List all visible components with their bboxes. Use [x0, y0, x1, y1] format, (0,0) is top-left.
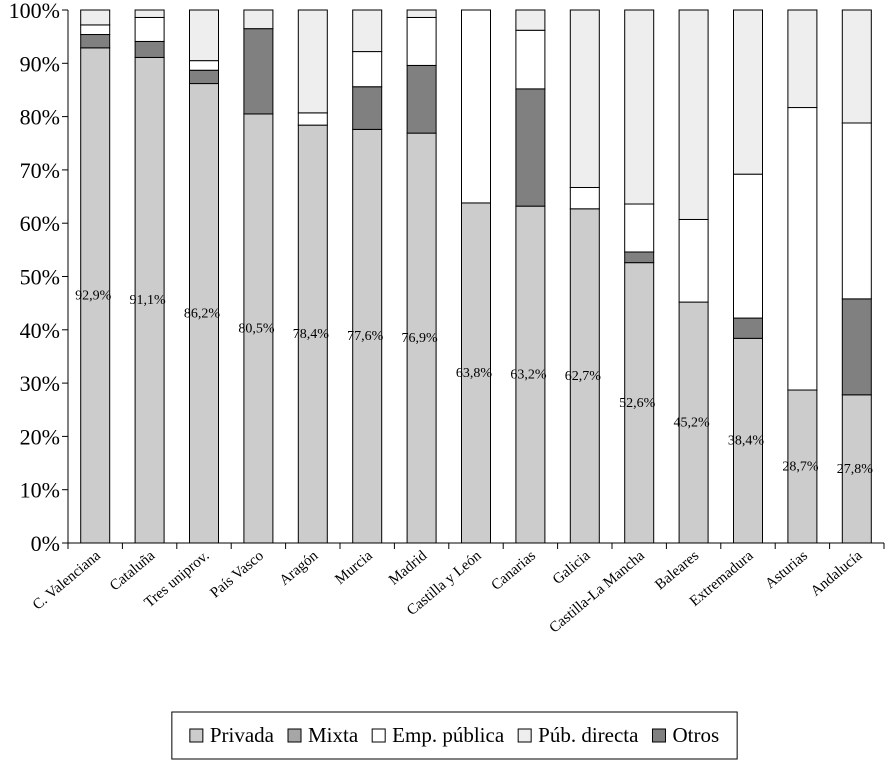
bar-aragon-pub-directa — [297, 9, 328, 114]
x-tick-label-pais-vasco: País Vasco — [207, 548, 267, 602]
bar-c-valenciana-otros — [80, 34, 111, 49]
bar-castilla-la-mancha-emp-publica — [624, 203, 655, 253]
bar-cataluna-otros — [134, 40, 165, 58]
bar-baleares-privada — [678, 301, 709, 544]
data-label-extremadura: 38,4% — [728, 434, 765, 449]
data-label-asturias: 28,7% — [782, 460, 819, 475]
bar-tres-uniprov-emp-publica — [189, 60, 219, 71]
bar-murcia-emp-publica — [352, 51, 383, 88]
legend: Privada Mixta Emp. pública Púb. directa Otro… — [171, 711, 738, 760]
y-tick-label: 100% — [9, 0, 60, 23]
x-tick-label-baleares: Baleares — [652, 548, 702, 594]
legend-box — [171, 711, 738, 760]
legend-label-emp-publica: Emp. pública — [392, 723, 505, 747]
bar-madrid-emp-publica — [406, 16, 437, 66]
y-tick-label: 60% — [20, 211, 60, 236]
bar-c-valenciana-pub-directa — [80, 9, 111, 26]
data-label-cataluna: 91,1% — [130, 293, 167, 308]
legend-swatch-pub-directa — [517, 728, 532, 743]
bar-baleares-emp-publica — [678, 218, 709, 303]
bar-pais-vasco-pub-directa — [243, 9, 274, 30]
bar-asturias-emp-publica — [787, 107, 818, 391]
bar-extremadura-emp-publica — [733, 173, 763, 319]
x-tick-label-canarias: Canarias — [488, 548, 539, 594]
bar-canarias-emp-publica — [515, 29, 546, 90]
bar-cataluna-emp-publica — [134, 16, 165, 42]
bars-layer — [80, 9, 872, 544]
legend-swatch-emp-publica — [371, 728, 386, 743]
data-label-castilla-y-leon: 63,8% — [456, 366, 493, 381]
data-label-galicia: 62,7% — [565, 369, 602, 384]
y-tick-label: 30% — [20, 371, 60, 396]
x-tick-label-c-valenciana: C. Valenciana — [30, 548, 104, 614]
data-labels-layer: 92,9% 91,1% 86,2% 80,5% 78,4% 77,6% 76,9% 63,8%… — [75, 288, 873, 476]
data-label-canarias: 63,2% — [510, 368, 547, 383]
x-tick-label-andalucia: Andalucía — [808, 548, 866, 600]
legend-swatch-privada — [189, 728, 204, 743]
data-label-tres-uniprov: 86,2% — [184, 306, 221, 321]
legend-swatch-otros — [651, 728, 666, 743]
bar-andalucia-otros — [841, 298, 872, 396]
legend-swatch-mixta — [287, 728, 302, 743]
data-label-castilla-la-mancha: 52,6% — [619, 396, 656, 411]
bar-galicia-pub-directa — [569, 9, 600, 188]
x-tick-label-asturias: Asturias — [762, 548, 811, 592]
data-label-andalucia: 27,8% — [837, 462, 874, 477]
bar-andalucia-pub-directa — [841, 9, 872, 124]
y-tick-label: 20% — [20, 424, 60, 449]
bar-castilla-y-leon-privada — [461, 202, 491, 544]
bar-extremadura-otros — [733, 317, 763, 339]
data-label-madrid: 76,9% — [402, 331, 439, 346]
data-label-baleares: 45,2% — [674, 416, 711, 431]
y-tick-label: 90% — [20, 51, 60, 76]
x-tick-label-murcia: Murcia — [332, 548, 376, 588]
data-label-c-valenciana: 92,9% — [75, 288, 112, 303]
bar-galicia-emp-publica — [569, 186, 600, 210]
bar-c-valenciana-privada — [80, 47, 111, 544]
bar-murcia-pub-directa — [352, 9, 383, 53]
bar-tres-uniprov-pub-directa — [189, 9, 219, 62]
data-label-aragon: 78,4% — [293, 327, 330, 342]
bar-castilla-la-mancha-otros — [624, 251, 655, 264]
bar-castilla-y-leon-emp-publica — [461, 9, 491, 204]
data-label-pais-vasco: 80,5% — [238, 321, 275, 336]
data-label-murcia: 77,6% — [347, 329, 384, 344]
bar-pais-vasco-otros — [243, 28, 274, 115]
bar-tres-uniprov-otros — [189, 69, 219, 85]
bar-murcia-otros — [352, 86, 383, 130]
bar-madrid-otros — [406, 64, 437, 134]
bar-cataluna-pub-directa — [134, 9, 165, 18]
bar-canarias-pub-directa — [515, 9, 546, 31]
bar-castilla-la-mancha-privada — [624, 262, 655, 544]
y-tick-label: 70% — [20, 158, 60, 183]
y-tick-label: 0% — [31, 531, 60, 556]
bar-galicia-privada — [569, 208, 600, 544]
bar-aragon-emp-publica — [297, 112, 328, 126]
legend-label-pub-directa: Púb. directa — [538, 723, 639, 747]
bar-asturias-pub-directa — [787, 9, 818, 109]
legend-label-mixta: Mixta — [308, 723, 359, 747]
bar-c-valenciana-emp-publica — [80, 24, 111, 36]
y-tick-label: 40% — [20, 318, 60, 343]
x-tick-label-cataluna: Cataluña — [107, 548, 158, 595]
legend-label-otros: Otros — [672, 723, 719, 747]
y-tick-label: 80% — [20, 105, 60, 130]
bar-pais-vasco-privada — [243, 113, 274, 544]
bar-cataluna-privada — [134, 56, 165, 544]
bar-murcia-privada — [352, 128, 383, 544]
bar-extremadura-pub-directa — [733, 9, 763, 175]
bar-baleares-pub-directa — [678, 9, 709, 220]
x-tick-label-galicia: Galicia — [550, 548, 594, 588]
bar-madrid-pub-directa — [406, 9, 437, 18]
x-tick-label-madrid: Madrid — [386, 547, 430, 588]
x-tick-label-aragon: Aragón — [277, 547, 322, 588]
bar-andalucia-emp-publica — [841, 122, 872, 300]
bar-castilla-la-mancha-pub-directa — [624, 9, 655, 205]
y-tick-label: 50% — [20, 265, 60, 290]
legend-label-privada: Privada — [210, 723, 275, 747]
y-tick-label: 10% — [20, 478, 60, 503]
bar-canarias-otros — [515, 88, 546, 207]
x-tick-label-castilla-la-mancha: Castilla-La Mancha — [547, 548, 648, 637]
